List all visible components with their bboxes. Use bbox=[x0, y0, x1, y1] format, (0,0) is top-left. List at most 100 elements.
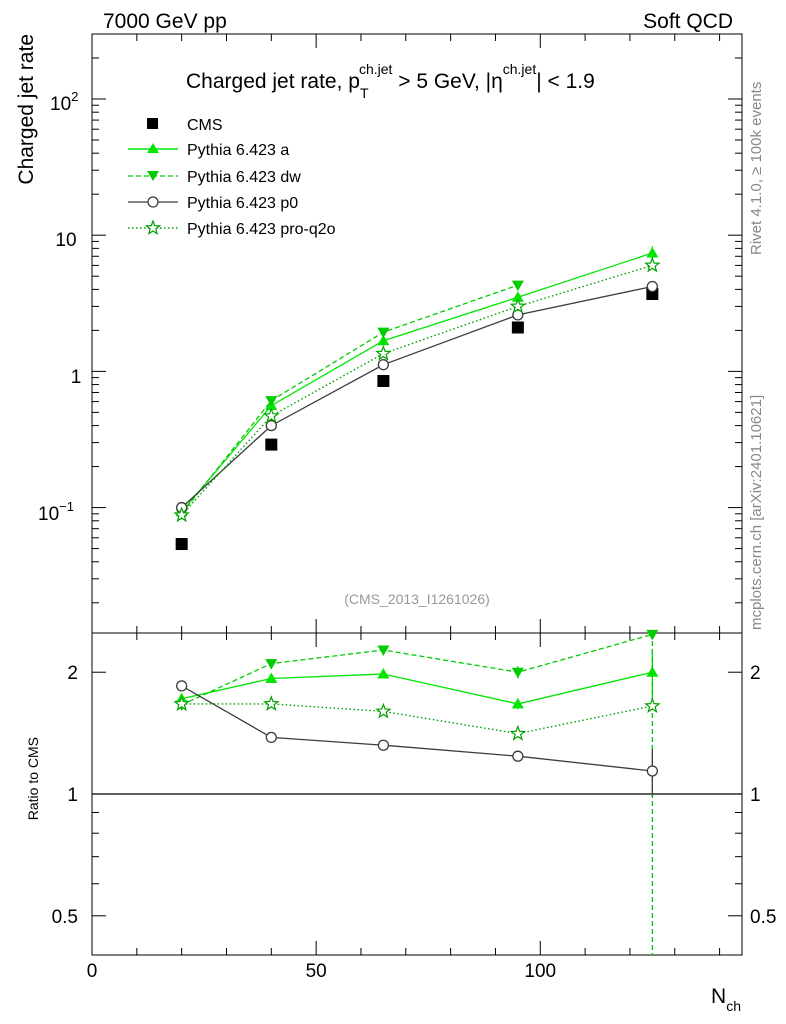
ratio-point-pythia_dw-2 bbox=[377, 645, 390, 656]
legend-pythia-a-marker bbox=[147, 143, 159, 153]
ratio-point-pythia_dw-4 bbox=[646, 629, 659, 641]
title-eta-sup: ch.jet bbox=[503, 61, 537, 77]
ratio-point-pythia_a-2 bbox=[377, 667, 390, 679]
ratio-point-pythia_p0-1 bbox=[265, 731, 277, 744]
ratio-labels: 0.5 0.5 1 1 2 2 0 50 100 bbox=[52, 663, 777, 982]
ratio-ytick-label-0.5: 0.5 bbox=[52, 907, 78, 928]
ratio-line-pythia_p0 bbox=[181, 685, 653, 772]
ratio-series-pythia_a bbox=[175, 649, 659, 710]
main-title: Charged jet rate, pTch.jet > 5 GeV, |ηch… bbox=[186, 61, 595, 101]
main-point-pythia_p0-4 bbox=[646, 280, 658, 293]
main-point-pythia_a-4 bbox=[646, 246, 659, 258]
xtick-label-100: 100 bbox=[524, 961, 556, 982]
main-series-pythia_proq2o bbox=[173, 256, 661, 523]
legend-cms-label: CMS bbox=[187, 117, 223, 134]
ratio-line-pythia_a bbox=[181, 671, 653, 705]
mcplots-label: mcplots.cern.ch [arXiv:2401.10621] bbox=[748, 395, 765, 630]
ratio-point-pythia_p0-4 bbox=[646, 765, 658, 777]
main-ticks bbox=[91, 33, 742, 633]
main-point-pythia_proq2o-0 bbox=[173, 506, 190, 523]
ytick-100-exp: 2 bbox=[71, 89, 78, 104]
legend: CMS Pythia 6.423 a Pythia 6.423 dw Pythi… bbox=[128, 117, 336, 238]
main-point-pythia_a-3 bbox=[511, 291, 524, 302]
legend-pythia-p0-label: Pythia 6.423 p0 bbox=[187, 195, 298, 212]
ytick-0.1-base: 10 bbox=[38, 504, 59, 525]
legend-item-cms: CMS bbox=[147, 117, 223, 134]
ratio-point-pythia_dw-1 bbox=[265, 659, 278, 670]
main-line-pythia_proq2o bbox=[181, 264, 653, 516]
legend-item-pythia-dw: Pythia 6.423 dw bbox=[128, 169, 301, 186]
main-point-pythia_dw-1 bbox=[265, 396, 278, 407]
xtick-label-0: 0 bbox=[87, 961, 98, 982]
main-point-cms-0 bbox=[175, 538, 188, 551]
title-pt-sup: ch.jet bbox=[359, 61, 393, 77]
ratio-line-pythia_dw bbox=[181, 633, 653, 706]
ratio-series-pythia_dw bbox=[175, 629, 659, 955]
legend-cms-marker bbox=[147, 118, 158, 129]
title-prefix: Charged jet rate, p bbox=[186, 70, 360, 93]
ytick-0.1-exp: −1 bbox=[59, 499, 74, 514]
main-point-pythia_dw-3 bbox=[511, 280, 524, 292]
main-point-cms-1 bbox=[265, 438, 278, 451]
ytick-label-10: 10 bbox=[55, 230, 76, 251]
ratio-ytick-label-2: 2 bbox=[67, 663, 78, 684]
ytick-label-0.1: 10−1 bbox=[38, 499, 74, 525]
ratio-ylabel: Ratio to CMS bbox=[25, 737, 41, 820]
main-series-pythia_dw bbox=[175, 280, 524, 520]
legend-item-pythia-p0: Pythia 6.423 p0 bbox=[128, 195, 298, 212]
ytick-label-100: 102 bbox=[50, 89, 78, 115]
ratio-point-pythia_p0-0 bbox=[176, 680, 188, 692]
ratio-ticks bbox=[91, 633, 742, 955]
ratio-point-pythia_a-4 bbox=[646, 666, 659, 677]
main-line-pythia_a bbox=[181, 252, 653, 513]
main-point-pythia_proq2o-3 bbox=[509, 297, 527, 314]
ratio-point-pythia_proq2o-2 bbox=[375, 702, 392, 719]
ratio-point-pythia_p0-3 bbox=[512, 750, 524, 762]
legend-item-pythia-proq2o: Pythia 6.423 pro-q2o bbox=[128, 219, 336, 238]
legend-item-pythia-a: Pythia 6.423 a bbox=[128, 142, 289, 159]
ratio-ytick-label-right-1: 1 bbox=[750, 785, 761, 806]
main-point-pythia_proq2o-2 bbox=[375, 344, 392, 361]
main-ylabel: Charged jet rate bbox=[15, 34, 38, 185]
ratio-series bbox=[173, 629, 661, 955]
main-series bbox=[173, 246, 661, 551]
main-point-pythia_a-2 bbox=[377, 334, 390, 346]
xlabel: Nch bbox=[711, 985, 741, 1014]
ratio-point-pythia_proq2o-0 bbox=[173, 695, 190, 711]
header-right: Soft QCD bbox=[643, 10, 733, 33]
xtick-label-50: 50 bbox=[306, 961, 327, 982]
analysis-id: (CMS_2013_I1261026) bbox=[344, 591, 490, 607]
ratio-ytick-label-right-0.5: 0.5 bbox=[750, 907, 776, 928]
main-point-pythia_p0-2 bbox=[377, 359, 390, 371]
legend-pythia-proq2o-label: Pythia 6.423 pro-q2o bbox=[187, 221, 336, 238]
main-point-pythia_dw-2 bbox=[377, 327, 390, 339]
ratio-point-pythia_a-1 bbox=[265, 672, 278, 683]
ratio-point-pythia_proq2o-3 bbox=[509, 724, 527, 741]
main-point-pythia_p0-1 bbox=[265, 419, 277, 432]
xlabel-sub: ch bbox=[726, 998, 741, 1014]
legend-pythia-proq2o-marker bbox=[144, 219, 162, 236]
ratio-series-pythia_proq2o bbox=[173, 695, 661, 741]
ratio-point-pythia_proq2o-1 bbox=[263, 695, 280, 711]
title-mid: > 5 GeV, |η bbox=[392, 70, 502, 93]
header-left: 7000 GeV pp bbox=[103, 10, 227, 33]
ratio-point-pythia_dw-3 bbox=[511, 667, 524, 679]
main-series-cms bbox=[175, 287, 659, 551]
ratio-ytick-label-right-2: 2 bbox=[750, 663, 761, 684]
ratio-line-pythia_proq2o bbox=[181, 703, 653, 735]
legend-pythia-p0-marker bbox=[147, 196, 159, 208]
ratio-ytick-label-1: 1 bbox=[67, 785, 78, 806]
main-series-pythia_p0 bbox=[176, 280, 658, 514]
title-suffix: | < 1.9 bbox=[536, 70, 595, 93]
main-point-cms-2 bbox=[377, 374, 390, 387]
ratio-point-pythia_p0-2 bbox=[377, 739, 390, 751]
ratio-series-pythia_p0 bbox=[176, 680, 658, 796]
main-point-pythia_proq2o-1 bbox=[263, 407, 280, 424]
main-line-pythia_dw bbox=[181, 284, 519, 515]
main-point-pythia_proq2o-4 bbox=[644, 256, 661, 273]
main-point-cms-3 bbox=[511, 321, 524, 334]
ytick-label-1: 1 bbox=[71, 367, 82, 388]
legend-pythia-dw-label: Pythia 6.423 dw bbox=[187, 169, 301, 186]
rivet-label: Rivet 4.1.0, ≥ 100k events bbox=[748, 82, 765, 255]
